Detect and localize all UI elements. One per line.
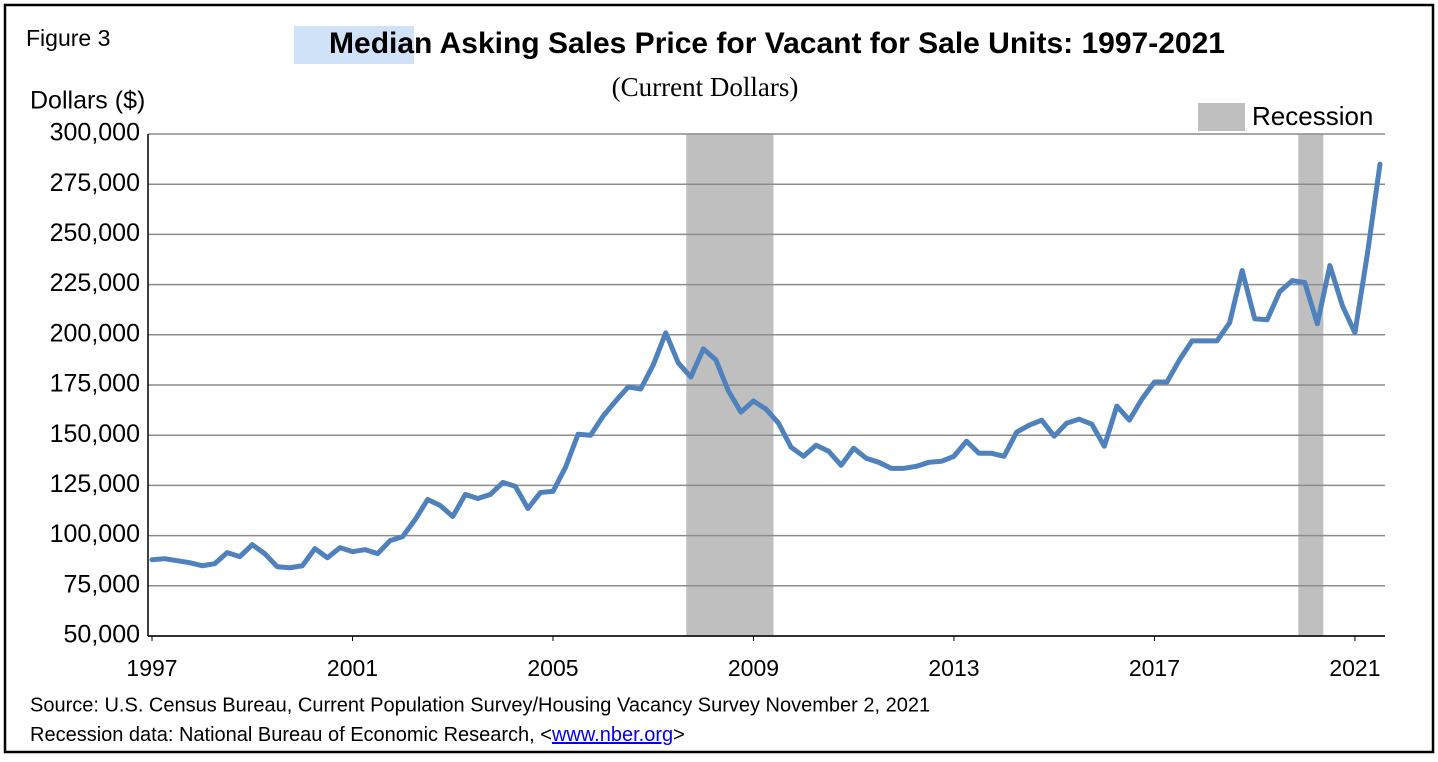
x-tick-label: 1997 [126, 655, 177, 681]
x-tick-label: 2013 [928, 655, 979, 681]
x-tick-label: 2009 [728, 655, 779, 681]
x-tick-label: 2001 [327, 655, 378, 681]
note-link[interactable]: www.nber.org [551, 724, 673, 746]
price-line [149, 161, 1383, 571]
legend-label: Recession [1252, 101, 1373, 131]
y-tick-label: 50,000 [64, 621, 140, 649]
legend-swatch [1198, 103, 1245, 131]
y-tick-label: 200,000 [50, 319, 140, 347]
y-tick-label: 250,000 [50, 219, 140, 247]
x-tick-label: 2005 [527, 655, 578, 681]
y-tick-label: 125,000 [50, 470, 140, 498]
y-axis-label: Dollars ($) [30, 87, 145, 115]
y-tick-label: 175,000 [50, 370, 140, 398]
figure-label: Figure 3 [26, 25, 110, 51]
y-tick-label: 300,000 [50, 119, 140, 147]
x-tick-label: 2021 [1329, 655, 1380, 681]
source-note: Source: U.S. Census Bureau, Current Popu… [30, 694, 930, 716]
recession-note: Recession data: National Bureau of Econo… [30, 724, 685, 746]
y-tick-label: 225,000 [50, 269, 140, 297]
chart-title: Median Asking Sales Price for Vacant for… [329, 27, 1225, 60]
y-tick-label: 150,000 [50, 420, 140, 448]
y-tick-label: 75,000 [64, 570, 140, 598]
x-tick-label: 2017 [1129, 655, 1180, 681]
chart-subtitle: (Current Dollars) [612, 72, 799, 102]
y-tick-label: 100,000 [50, 520, 140, 548]
note-text: > [673, 724, 685, 746]
title-highlight [294, 26, 414, 64]
y-tick-label: 275,000 [50, 169, 140, 197]
note-text: Recession data: National Bureau of Econo… [30, 724, 552, 746]
